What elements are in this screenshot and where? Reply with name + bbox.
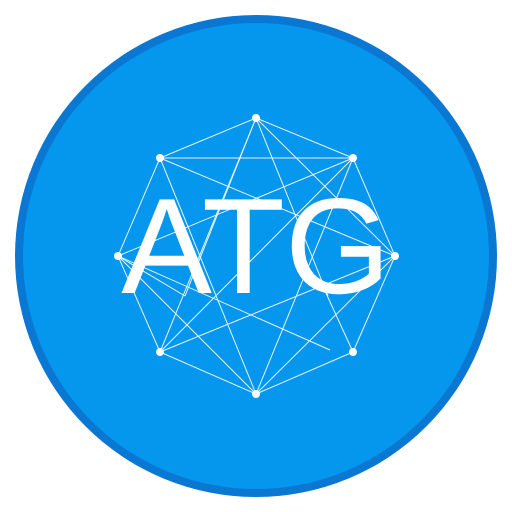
network-line [117,157,354,257]
network-line [319,279,354,353]
logo-text: ATG [121,170,390,322]
network-node [252,114,260,122]
network-node [349,348,357,356]
network-line [159,157,354,353]
network-line [352,157,396,257]
network-line [117,255,257,395]
network-line [117,255,161,353]
network-node [156,154,164,162]
network-line [159,117,257,353]
network-node [252,390,260,398]
network-line [352,255,396,353]
network-lines [117,117,396,395]
network-line [117,157,161,257]
network-nodes [114,114,399,398]
network-node [391,252,399,260]
network-line [159,117,257,159]
network-line [255,351,354,395]
network-line [117,255,186,297]
network-line [117,255,331,351]
network-line [255,157,354,395]
network-node [114,252,122,260]
network-line [255,117,396,257]
network-line [159,157,396,257]
network-line [255,117,329,297]
network-line [255,255,396,395]
network-line [159,255,396,353]
network-line [159,351,257,395]
network-line [159,157,257,395]
network-node [349,154,357,162]
network-node [156,348,164,356]
network-line [255,117,354,159]
